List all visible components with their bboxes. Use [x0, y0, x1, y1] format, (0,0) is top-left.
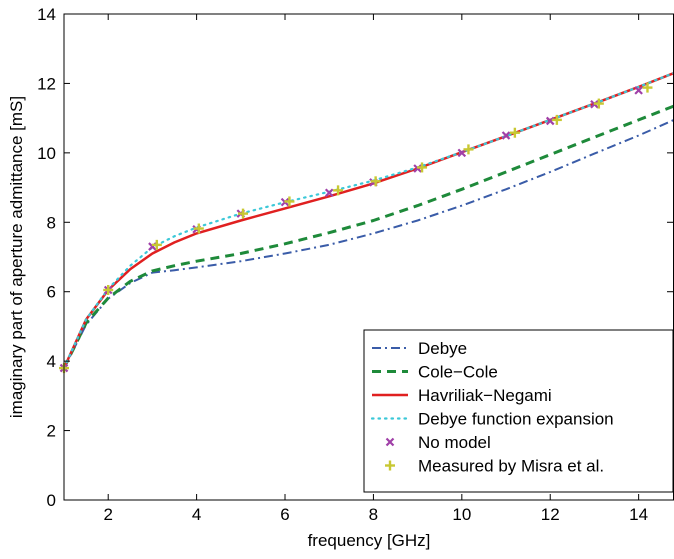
x-tick-label: 2	[103, 505, 112, 524]
series-measured-by-misra-et-al--point	[509, 127, 520, 138]
series-cole-cole-line	[62, 104, 674, 369]
series-no-model-point	[545, 116, 555, 126]
legend-measured-by-misra-et-al--swatch	[385, 460, 395, 471]
series-measured-by-misra-et-al--point	[417, 162, 428, 173]
series-measured-by-misra-et-al--point	[642, 82, 653, 93]
x-axis-label: frequency [GHz]	[308, 531, 431, 550]
series-measured-by-misra-et-al--point	[333, 185, 344, 196]
y-tick-label: 12	[37, 74, 56, 93]
series-measured-by-misra-et-al--point	[370, 176, 381, 187]
series-measured-by-misra-et-al--point	[238, 208, 249, 219]
x-tick-label: 12	[541, 505, 560, 524]
series-measured-by-misra-et-al--point	[463, 144, 474, 155]
series-measured-by-misra-et-al--point	[593, 98, 604, 109]
legend-box	[363, 329, 674, 493]
chart-marks	[59, 71, 674, 374]
series-measured-by-misra-et-al--point	[103, 284, 114, 295]
y-tick-label: 4	[47, 352, 56, 371]
legend-debye-function-expansion-label: Debye function expansion	[418, 410, 614, 429]
axis-ticks: 2 4 6 8 10 12 14 0 2 4 6 8 10 12 14	[37, 5, 673, 524]
y-tick-label: 10	[37, 144, 56, 163]
x-tick-label: 14	[629, 505, 648, 524]
series-measured-by-misra-et-al--point	[551, 114, 562, 125]
series-measured-by-misra-et-al--point	[193, 223, 204, 234]
legend-cole-cole-label: Cole−Cole	[418, 363, 498, 382]
y-tick-label: 0	[47, 491, 56, 510]
y-tick-label: 2	[47, 422, 56, 441]
y-tick-label: 6	[47, 283, 56, 302]
legend-measured-by-misra-et-al--label: Measured by Misra et al.	[418, 457, 604, 476]
x-tick-label: 10	[452, 505, 471, 524]
series-debye-line	[63, 118, 674, 369]
legend: Debye Cole−Cole Havriliak−Negami Debye func…	[363, 329, 674, 493]
legend-havriliak-negami-label: Havriliak−Negami	[418, 386, 552, 405]
legend-debye-label: Debye	[418, 339, 467, 358]
y-tick-label: 14	[37, 5, 56, 24]
series-no-model-point	[324, 188, 334, 198]
legend-no-model-label: No model	[418, 433, 491, 452]
legend-no-model-swatch	[385, 437, 395, 447]
y-tick-label: 8	[47, 213, 56, 232]
series-measured-by-misra-et-al--point	[151, 239, 162, 250]
series-no-model-point	[501, 131, 511, 140]
series-debye-function-expansion-line	[62, 71, 674, 370]
x-tick-label: 6	[280, 505, 289, 524]
series-havriliak-negami-line	[62, 71, 674, 369]
series-no-model-point	[634, 86, 643, 95]
x-tick-label: 8	[369, 505, 378, 524]
y-axis-label: imaginary part of aperture admittance [m…	[7, 96, 26, 418]
series-measured-by-misra-et-al--point	[284, 196, 295, 207]
x-tick-label: 4	[192, 505, 201, 524]
